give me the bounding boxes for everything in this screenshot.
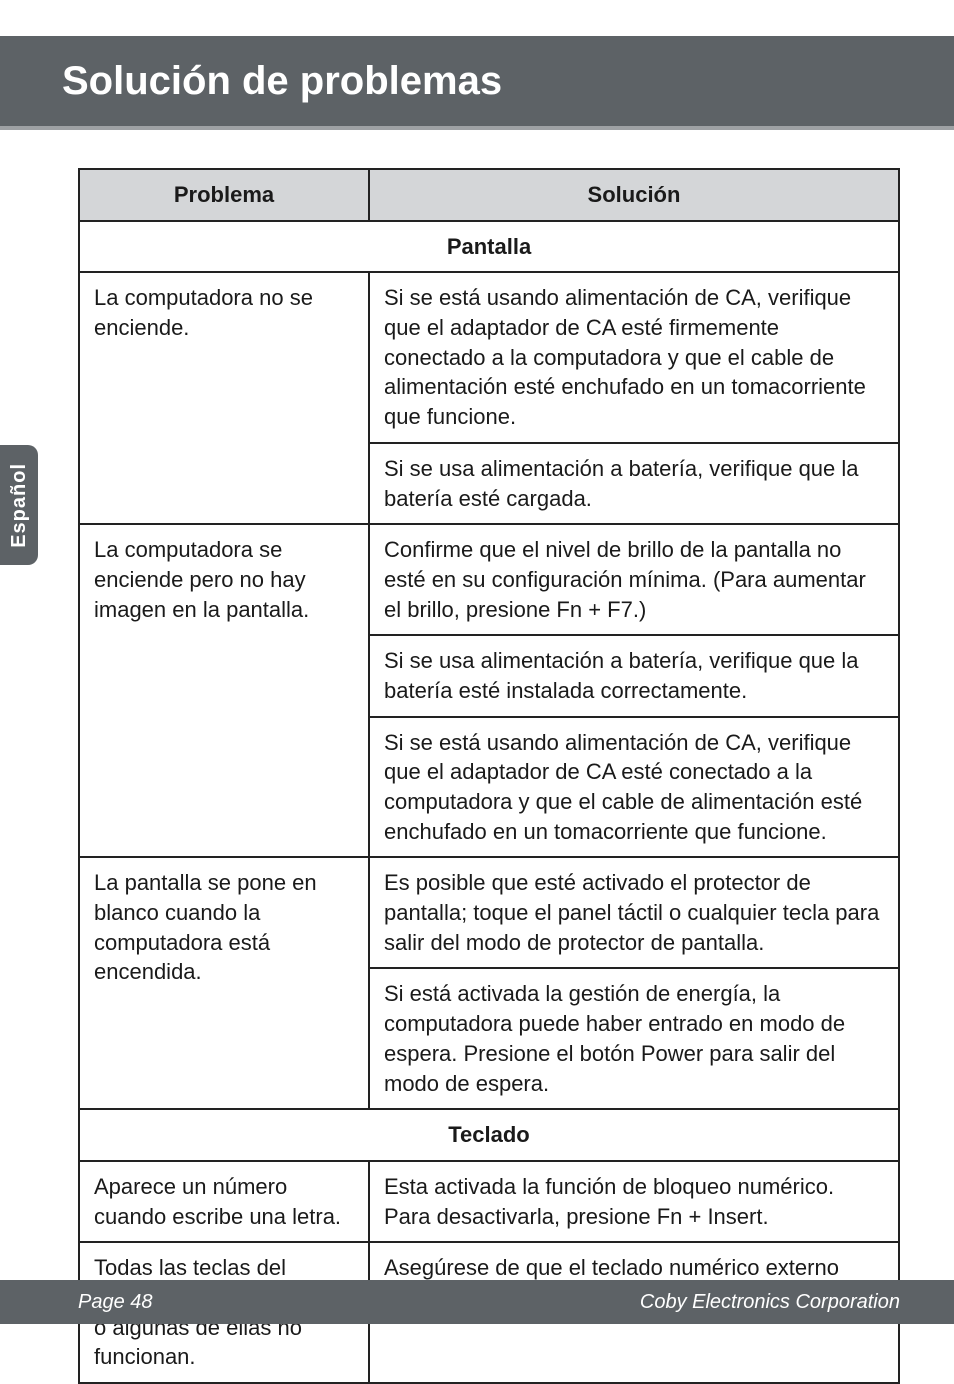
problem-cell: Aparece un número cuando escribe una let…	[79, 1161, 369, 1242]
col-header-problem: Problema	[79, 169, 369, 221]
problem-cell: La computadora se enciende pero no hay i…	[79, 524, 369, 857]
content-area: Problema Solución Pantalla La computador…	[78, 168, 900, 1384]
page-footer: Page 48 Coby Electronics Corporation	[0, 1280, 954, 1324]
footer-page-number: Page 48	[78, 1291, 153, 1314]
section-row: Pantalla	[79, 221, 899, 273]
solution-cell: Si está activada la gestión de energía, …	[369, 968, 899, 1109]
language-tab: Español	[0, 445, 38, 565]
solution-cell: Confirme que el nivel de brillo de la pa…	[369, 524, 899, 635]
solution-cell: Si se está usando alimentación de CA, ve…	[369, 272, 899, 442]
footer-company: Coby Electronics Corporation	[640, 1291, 900, 1314]
table-row: Aparece un número cuando escribe una let…	[79, 1161, 899, 1242]
section-title: Pantalla	[79, 221, 899, 273]
table-row: La computadora se enciende pero no hay i…	[79, 524, 899, 635]
problem-cell: La pantalla se pone en blanco cuando la …	[79, 857, 369, 1109]
troubleshooting-table: Problema Solución Pantalla La computador…	[78, 168, 900, 1384]
solution-cell: Si se está usando alimentación de CA, ve…	[369, 717, 899, 858]
language-tab-label: Español	[8, 463, 31, 548]
table-row: La computadora no se enciende. Si se est…	[79, 272, 899, 442]
problem-cell: La computadora no se enciende.	[79, 272, 369, 524]
solution-cell: Esta activada la función de bloqueo numé…	[369, 1161, 899, 1242]
header-underline	[0, 126, 954, 130]
solution-cell: Si se usa alimentación a batería, verifi…	[369, 443, 899, 524]
col-header-solution: Solución	[369, 169, 899, 221]
table-header-row: Problema Solución	[79, 169, 899, 221]
page-header: Solución de problemas	[0, 36, 954, 126]
section-row: Teclado	[79, 1109, 899, 1161]
solution-cell: Si se usa alimentación a batería, verifi…	[369, 635, 899, 716]
table-row: La pantalla se pone en blanco cuando la …	[79, 857, 899, 968]
section-title: Teclado	[79, 1109, 899, 1161]
page-title: Solución de problemas	[62, 59, 502, 104]
solution-cell: Es posible que esté activado el protecto…	[369, 857, 899, 968]
